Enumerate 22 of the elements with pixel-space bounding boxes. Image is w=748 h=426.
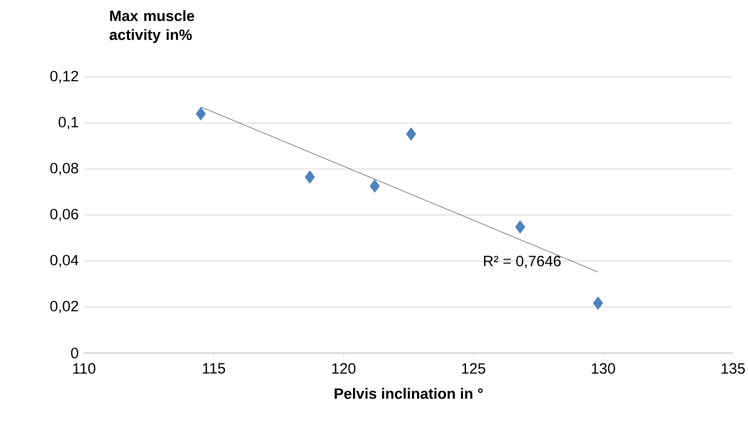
x-tick-label: 110: [73, 363, 96, 374]
y-tick-label: 0: [71, 348, 78, 358]
y-tick-label: 0,12: [50, 70, 78, 84]
x-tick-label: 135: [722, 363, 745, 374]
y-tick-label: 0,06: [50, 208, 78, 222]
y-axis-title: Max muscle activity in%: [110, 10, 194, 44]
y-tick-label: 0,02: [50, 300, 78, 314]
x-tick-label: 125: [462, 363, 486, 374]
y-tick-label: 0,1: [58, 116, 78, 130]
point: [196, 107, 206, 120]
point: [406, 127, 416, 141]
y-tick-label: 0,04: [50, 254, 78, 268]
annotation: R² = 0,7646: [484, 256, 561, 268]
x-tick-label: 120: [332, 363, 356, 374]
point: [370, 179, 380, 193]
x-axis-title: Pelvis inclination in °: [334, 388, 483, 399]
x-tick-label: 130: [592, 363, 616, 374]
x-tick-label: 115: [203, 363, 226, 374]
point: [304, 170, 315, 184]
point: [515, 220, 526, 234]
y-tick-label: 0,08: [50, 162, 78, 176]
point: [592, 296, 604, 310]
